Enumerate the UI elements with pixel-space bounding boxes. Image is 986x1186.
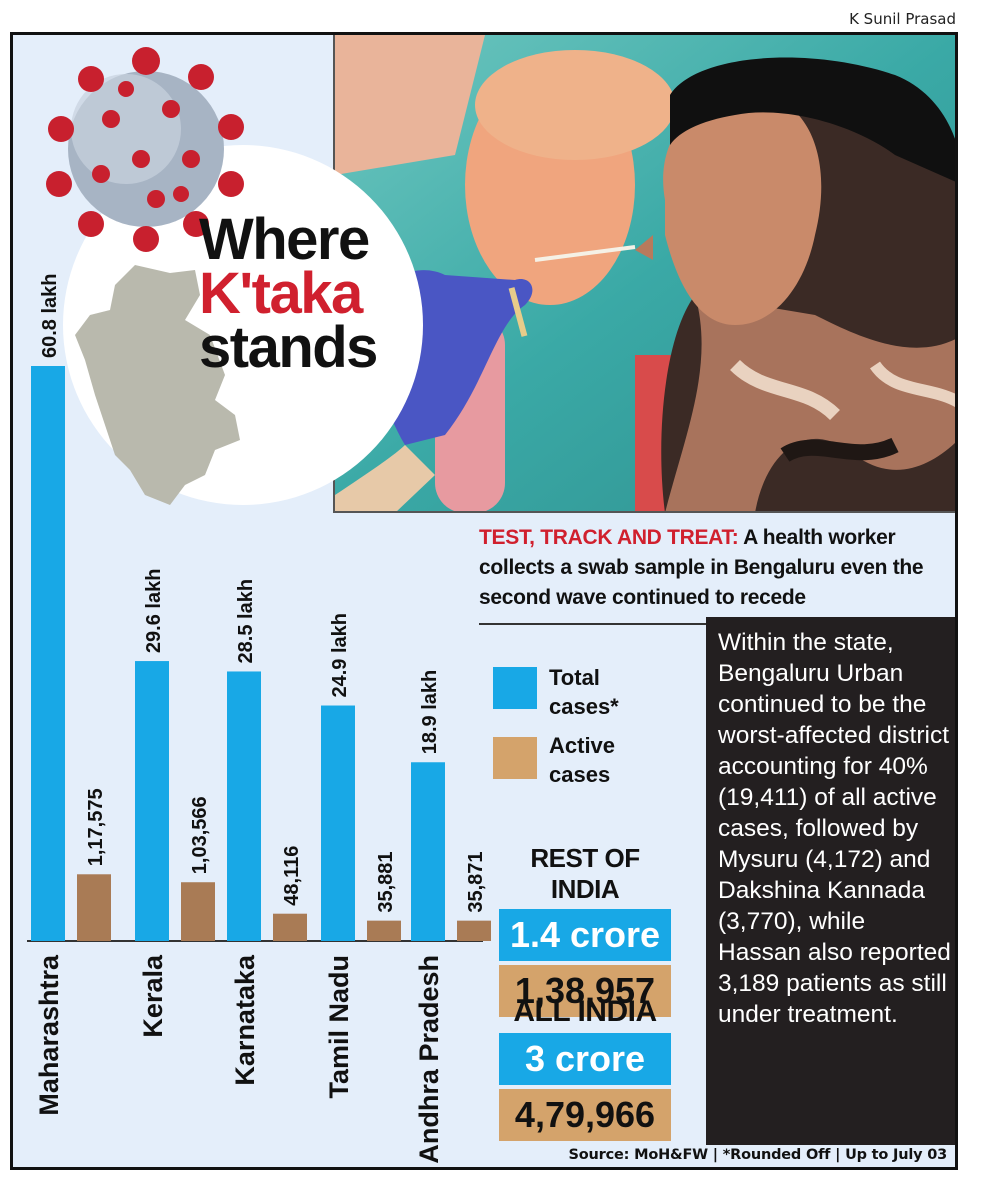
title-line-1: Where bbox=[199, 207, 370, 272]
legend-swatch-active bbox=[493, 737, 537, 779]
title-line-2: K'taka bbox=[199, 261, 363, 326]
data-label-active-4: 35,871 bbox=[465, 851, 487, 912]
category-label-3: Tamil Nadu bbox=[324, 955, 354, 1099]
bar-chart: 60.8 lakh 1,17,575 Maharashtra 29.6 lakh 1,0… bbox=[27, 273, 491, 1164]
data-label-total-0: 60.8 lakh bbox=[39, 273, 61, 358]
rest-of-india-stat: REST OF INDIA 1.4 crore 1,38,957 bbox=[499, 843, 671, 1017]
bar-total-3 bbox=[321, 705, 355, 941]
all-india-label: ALL INDIA bbox=[513, 995, 657, 1028]
bar-active-0 bbox=[77, 874, 111, 941]
rest-of-india-active: 1,38,957 bbox=[499, 965, 671, 1017]
caption-lead: TEST, TRACK AND TREAT: bbox=[479, 526, 739, 549]
bar-active-3 bbox=[367, 920, 401, 941]
caption-text: A health worker collects a swab sample i… bbox=[479, 526, 924, 609]
data-label-total-4: 18.9 lakh bbox=[419, 670, 441, 755]
data-label-active-0: 1,17,575 bbox=[85, 788, 107, 866]
legend-swatch-total bbox=[493, 667, 537, 709]
coronavirus-icon bbox=[46, 47, 244, 252]
all-india-active: 4,79,966 bbox=[499, 1089, 671, 1141]
legend-label-total: Total cases* bbox=[549, 665, 619, 719]
info-box: Within the state, Bengaluru Urban contin… bbox=[706, 617, 955, 1145]
bar-total-4 bbox=[411, 762, 445, 941]
category-label-2: Karnataka bbox=[230, 954, 260, 1086]
bar-active-1 bbox=[181, 882, 215, 941]
category-label-0: Maharashtra bbox=[34, 954, 64, 1116]
chart-title: Where K'taka stands bbox=[199, 207, 378, 380]
data-label-total-1: 29.6 lakh bbox=[143, 569, 165, 654]
data-label-active-3: 35,881 bbox=[375, 851, 397, 912]
bar-active-4 bbox=[457, 920, 491, 941]
all-india-total: 3 crore bbox=[499, 1033, 671, 1085]
bar-active-2 bbox=[273, 913, 307, 941]
data-label-total-3: 24.9 lakh bbox=[329, 613, 351, 698]
data-label-active-2: 48,116 bbox=[281, 846, 303, 906]
infographic-frame: Where K'taka stands 60.8 lakh 1,17,575 Mah… bbox=[10, 32, 958, 1170]
bar-total-1 bbox=[135, 661, 169, 941]
title-line-3: stands bbox=[199, 315, 378, 380]
rest-of-india-total: 1.4 crore bbox=[499, 909, 671, 961]
rest-of-india-label: REST OF INDIA bbox=[530, 843, 640, 904]
data-label-active-1: 1,03,566 bbox=[189, 796, 211, 874]
bar-total-0 bbox=[31, 366, 65, 941]
legend-label-active: Active cases bbox=[549, 733, 616, 787]
bar-total-2 bbox=[227, 671, 261, 941]
category-label-4: Andhra Pradesh bbox=[414, 955, 444, 1164]
all-india-stat: ALL INDIA 3 crore 4,79,966 bbox=[499, 995, 671, 1141]
source-note: Source: MoH&FW | *Rounded Off | Up to Ju… bbox=[568, 1147, 948, 1163]
legend-item-total: Total cases* bbox=[493, 663, 649, 721]
category-label-1: Kerala bbox=[138, 954, 168, 1038]
data-label-total-2: 28.5 lakh bbox=[235, 579, 257, 664]
swab-test-photo bbox=[333, 35, 955, 513]
photo-caption: TEST, TRACK AND TREAT: A health worker c… bbox=[479, 523, 955, 625]
karnataka-map bbox=[75, 265, 240, 505]
photo-illustration bbox=[335, 35, 955, 511]
photo-credit: K Sunil Prasad bbox=[849, 10, 956, 28]
legend-item-active: Active cases bbox=[493, 731, 649, 789]
